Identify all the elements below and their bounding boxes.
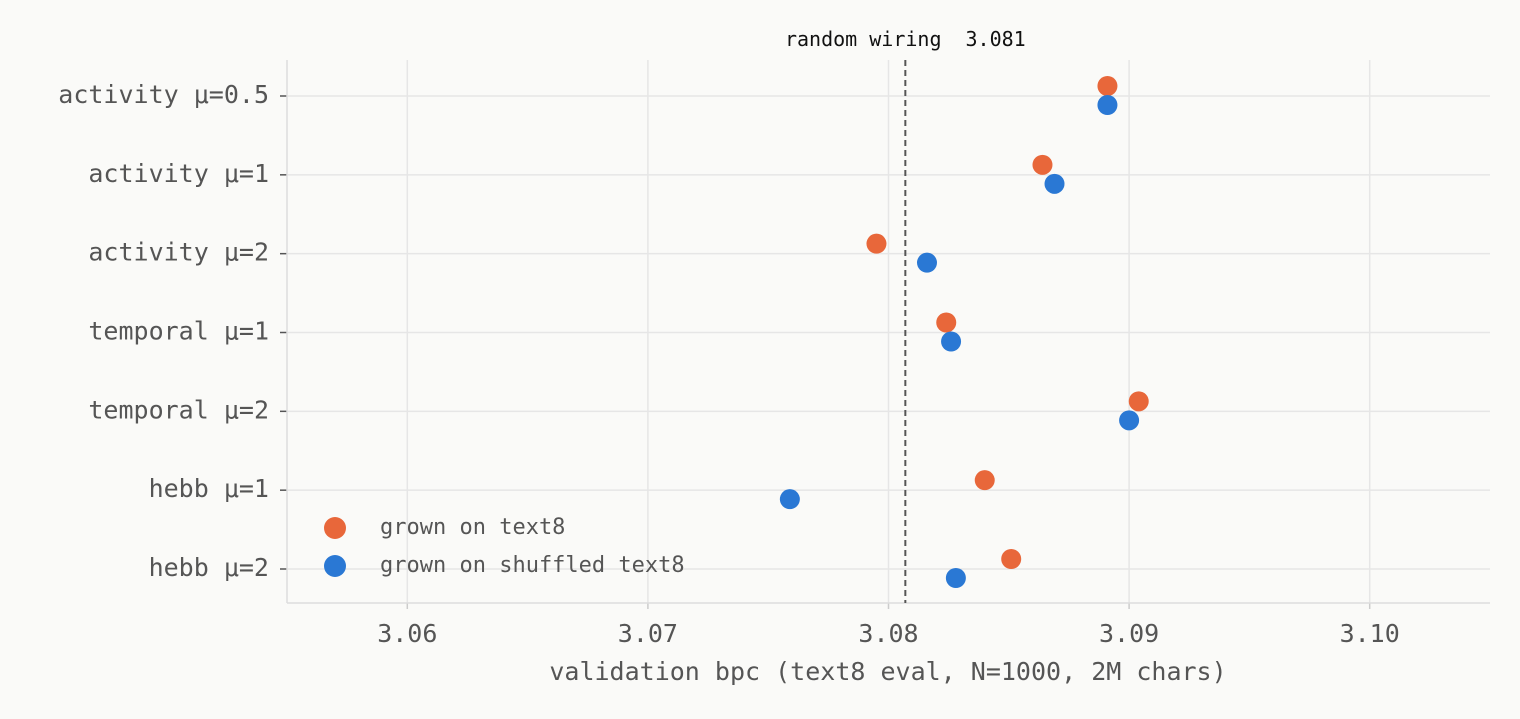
legend-label: grown on shuffled text8: [380, 553, 685, 578]
dot: [945, 568, 966, 588]
x-tick-label: 3.06: [377, 619, 437, 648]
y-tick-label: hebb μ=2: [149, 553, 269, 582]
reference-label: random wiring 3.081: [785, 27, 1026, 51]
dot: [1032, 154, 1053, 175]
y-tick-label: temporal μ=2: [88, 395, 269, 424]
dot: [866, 233, 887, 254]
y-tick-label: hebb μ=1: [149, 474, 269, 503]
dot: [941, 331, 962, 352]
x-tick-label: 3.09: [1099, 619, 1159, 648]
y-tick-label: activity μ=0.5: [58, 80, 269, 109]
y-tick-label: activity μ=1: [88, 159, 269, 188]
legend-marker: [324, 555, 346, 577]
legend-label: grown on text8: [380, 515, 565, 540]
x-tick-label: 3.07: [618, 619, 678, 648]
y-tick-label: activity μ=2: [88, 238, 269, 267]
reference-name: random wiring: [785, 27, 942, 51]
dot: [916, 252, 937, 273]
dot: [1001, 549, 1022, 569]
dot: [1128, 391, 1149, 412]
x-tick-label: 3.10: [1340, 619, 1400, 648]
x-tick-label: 3.08: [858, 619, 918, 648]
dot: [779, 489, 800, 510]
dot: [974, 470, 995, 491]
y-tick-label: temporal μ=1: [88, 317, 269, 346]
dot: [1044, 173, 1065, 194]
dot: [1119, 410, 1140, 431]
x-axis-label: validation bpc (text8 eval, N=1000, 2M c…: [549, 657, 1226, 686]
reference-value: 3.081: [966, 27, 1026, 51]
legend-marker: [324, 517, 346, 539]
dot: [1097, 76, 1118, 96]
dot: [1097, 95, 1118, 115]
dot: [936, 312, 957, 333]
